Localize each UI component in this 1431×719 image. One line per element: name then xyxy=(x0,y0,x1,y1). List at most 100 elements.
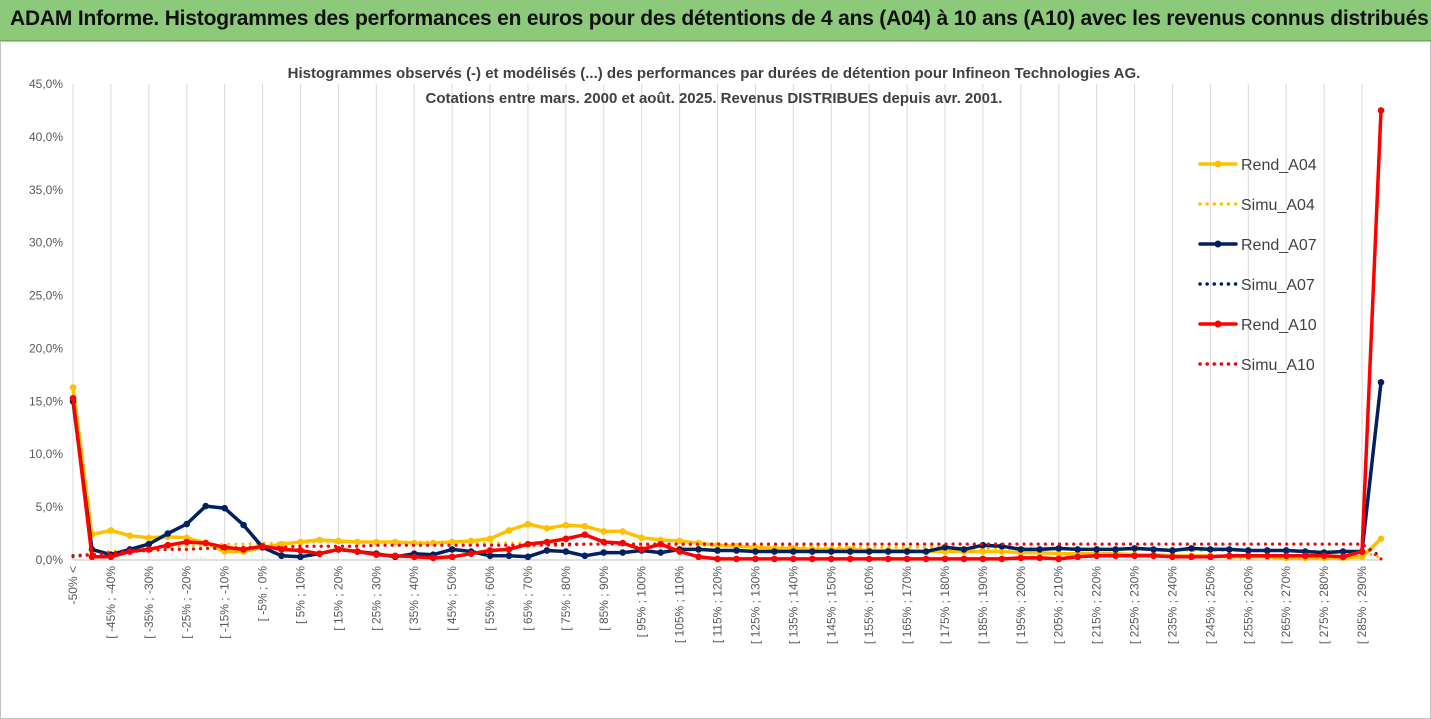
data-point xyxy=(1245,547,1252,554)
data-point xyxy=(884,548,892,555)
data-point xyxy=(1207,546,1214,553)
data-point xyxy=(1377,107,1385,114)
series-line-simu-a10 xyxy=(71,542,1383,561)
x-tick-label: [ 85% ; 90% xyxy=(597,566,611,631)
legend-label: Rend_A07 xyxy=(1241,237,1317,254)
data-point xyxy=(1017,546,1025,553)
data-point xyxy=(922,548,930,555)
data-point xyxy=(448,553,456,561)
legend-label: Rend_A10 xyxy=(1241,317,1317,334)
data-point xyxy=(562,535,570,543)
report-banner: ADAM Informe. Histogrammes des performan… xyxy=(0,0,1431,41)
data-point xyxy=(1226,552,1233,560)
data-point xyxy=(297,547,304,554)
data-point xyxy=(467,550,475,557)
y-tick-label: 15,0% xyxy=(29,394,63,408)
data-point xyxy=(448,538,456,546)
y-tick-label: 45,0% xyxy=(29,77,63,91)
legend-label: Rend_A04 xyxy=(1241,157,1317,174)
data-point xyxy=(164,530,172,537)
data-point xyxy=(145,540,153,548)
data-point xyxy=(69,394,77,402)
data-point xyxy=(297,553,304,561)
data-point xyxy=(1036,546,1044,553)
x-tick-label: [ -15% ; -10% xyxy=(218,566,232,639)
data-point xyxy=(486,552,494,560)
y-tick-label: 35,0% xyxy=(29,183,63,197)
x-tick-label: [ 25% ; 30% xyxy=(369,566,383,631)
data-point xyxy=(1358,548,1366,555)
data-point xyxy=(979,555,987,563)
x-tick-label: [ 215% ; 220% xyxy=(1090,566,1104,644)
y-tick-label: 40,0% xyxy=(29,130,63,144)
x-tick-label: -50% < xyxy=(66,566,80,604)
y-tick-label: 30,0% xyxy=(29,236,63,250)
data-point xyxy=(1169,547,1176,554)
x-tick-label: [ 145% ; 150% xyxy=(824,566,838,644)
data-point xyxy=(1207,553,1214,561)
legend-label: Simu_A04 xyxy=(1241,197,1315,214)
data-point xyxy=(1112,552,1119,560)
x-tick-label: [ 225% ; 230% xyxy=(1128,566,1142,644)
data-point xyxy=(1358,553,1366,561)
series-line-simu-a04 xyxy=(71,540,1383,560)
data-point xyxy=(809,555,816,563)
data-point xyxy=(278,540,285,548)
data-point xyxy=(486,547,494,554)
series-line-rend-a07 xyxy=(71,380,1383,559)
data-point xyxy=(1301,552,1309,560)
data-point xyxy=(638,546,645,553)
data-point xyxy=(69,384,77,391)
chart-title-line: Histogrammes observés (-) et modélisés (… xyxy=(288,65,1141,82)
report-title: ADAM Informe. Histogrammes des performan… xyxy=(10,7,1429,30)
x-tick-label: [ 65% ; 70% xyxy=(521,566,535,631)
data-point xyxy=(1245,552,1252,560)
x-tick-label: [ 35% ; 40% xyxy=(407,566,421,631)
data-point xyxy=(183,520,191,528)
x-tick-label: [ 105% ; 110% xyxy=(673,566,687,643)
data-point xyxy=(278,552,285,560)
data-point xyxy=(1282,547,1290,554)
data-point xyxy=(202,539,209,547)
data-point xyxy=(486,535,494,543)
data-point xyxy=(1055,555,1063,563)
y-tick-label: 25,0% xyxy=(29,289,63,303)
legend-marker xyxy=(1214,240,1222,248)
x-tick-label: [ 15% ; 20% xyxy=(331,566,345,631)
x-tick-label: [ 275% ; 280% xyxy=(1317,566,1331,644)
data-point xyxy=(752,555,759,563)
x-tick-label: [ 165% ; 170% xyxy=(900,566,914,644)
data-point xyxy=(1112,546,1119,553)
data-point xyxy=(581,552,589,560)
x-axis: -50% < [ -45% ; -40% [ -35% ; -30% [ -25% ;… xyxy=(66,566,1369,644)
data-point xyxy=(790,548,797,555)
x-tick-label: [ 135% ; 140% xyxy=(786,566,800,644)
data-point xyxy=(638,534,645,542)
data-point xyxy=(335,546,342,553)
data-point xyxy=(107,553,115,561)
data-point xyxy=(1131,545,1138,552)
x-tick-label: [ -5% ; 0% xyxy=(256,566,270,622)
data-point xyxy=(1188,553,1195,561)
data-point xyxy=(145,534,153,542)
data-point xyxy=(884,555,892,563)
data-point xyxy=(695,546,702,553)
data-point xyxy=(543,524,551,532)
data-point xyxy=(827,548,835,555)
data-point xyxy=(1150,546,1157,553)
data-point xyxy=(1320,552,1328,560)
y-tick-label: 0,0% xyxy=(36,553,64,567)
data-point xyxy=(1131,552,1138,560)
data-point xyxy=(714,555,721,563)
data-point xyxy=(1263,552,1271,560)
x-tick-label: [ 55% ; 60% xyxy=(483,566,497,631)
data-point xyxy=(619,528,627,535)
data-point xyxy=(771,555,778,563)
data-point xyxy=(543,538,551,546)
data-point xyxy=(1036,554,1044,562)
data-point xyxy=(164,541,172,549)
data-point xyxy=(126,532,134,539)
data-point xyxy=(846,555,854,563)
legend-marker xyxy=(1214,160,1222,168)
data-point xyxy=(581,522,589,530)
